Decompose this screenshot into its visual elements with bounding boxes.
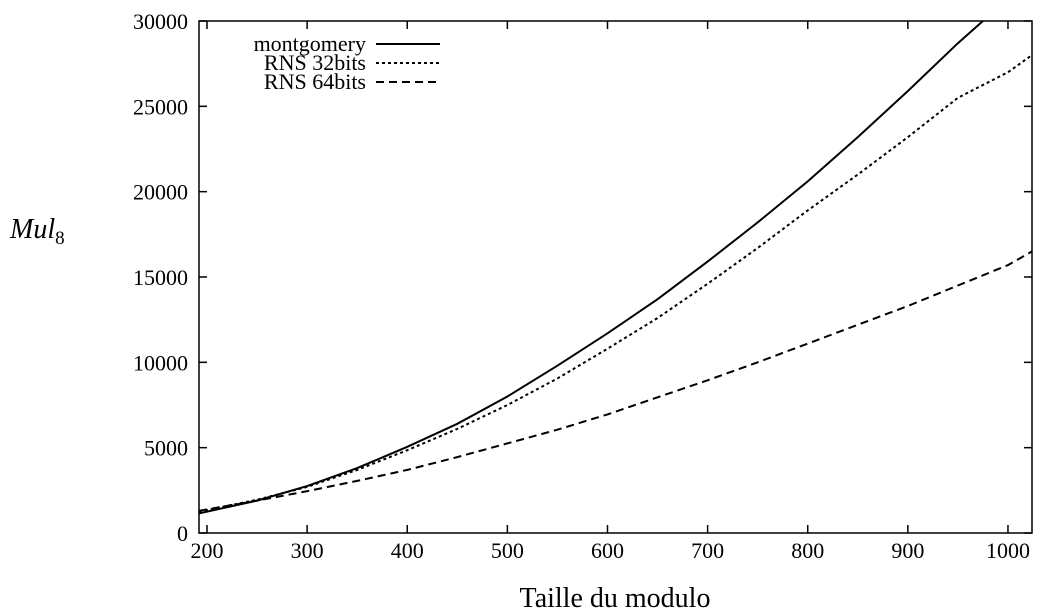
x-tick-label: 500	[491, 538, 524, 563]
y-axis-title-subscript: 8	[55, 228, 65, 249]
data-series	[198, 20, 1033, 515]
y-tick-label: 25000	[133, 94, 188, 119]
x-tick-label: 200	[191, 538, 224, 563]
y-tick-label: 30000	[133, 9, 188, 34]
y-tick-label: 15000	[133, 265, 188, 290]
series-line-0	[198, 20, 984, 515]
x-tick-label: 300	[291, 538, 324, 563]
y-tick-label: 0	[177, 521, 188, 546]
y-axis-title-main: Mul	[9, 214, 55, 245]
series-line-2	[198, 250, 1033, 512]
x-tick-label: 800	[791, 538, 824, 563]
x-axis-title: Taille du modulo	[520, 583, 711, 611]
legend-label: RNS 64bits	[264, 69, 366, 94]
plot-frame	[198, 20, 1033, 534]
legend-label: montgomery	[254, 31, 366, 56]
y-axis-title: Mul8	[9, 214, 65, 249]
x-tick-label: 600	[591, 538, 624, 563]
y-tick-label: 5000	[144, 436, 188, 461]
legend-label: RNS 32bits	[264, 50, 366, 75]
x-tick-label: 700	[691, 538, 724, 563]
series-line-1	[198, 54, 1033, 513]
x-tick-label: 1000	[986, 538, 1030, 563]
y-tick-label: 10000	[133, 350, 188, 375]
y-tick-label: 20000	[133, 180, 188, 205]
x-tick-label: 400	[391, 538, 424, 563]
axis-ticks: 200 300 400 500 600 700 800 900 1000050001000015…	[133, 9, 1032, 563]
x-tick-label: 900	[891, 538, 924, 563]
